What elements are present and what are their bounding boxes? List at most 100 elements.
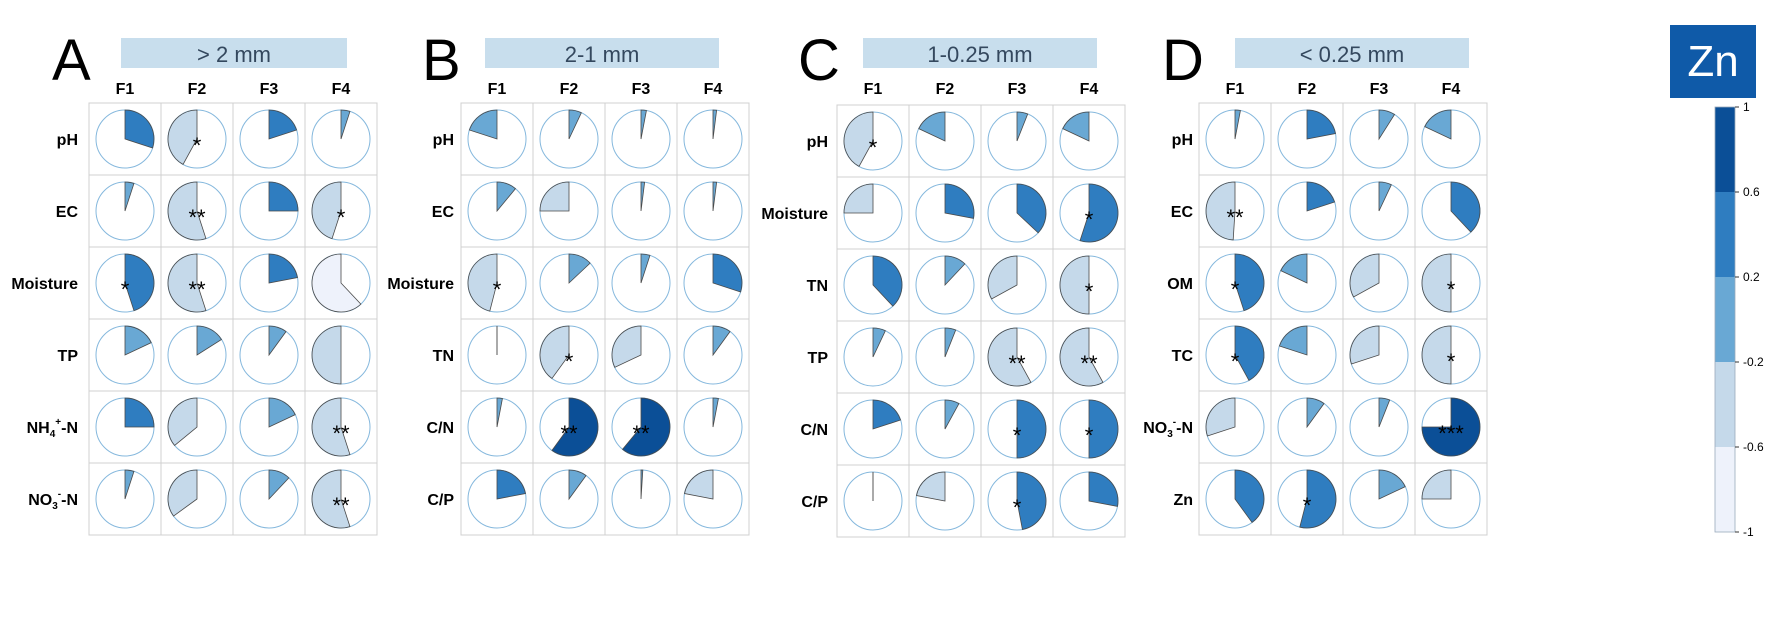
pie-wedge bbox=[712, 397, 719, 428]
panel-letter: B bbox=[422, 28, 461, 93]
pie-wedge bbox=[1234, 253, 1265, 312]
pie-wedge bbox=[311, 325, 342, 385]
significance-mark: * bbox=[1085, 423, 1094, 448]
row-label: pH bbox=[1172, 132, 1193, 149]
significance-mark: *** bbox=[1438, 421, 1464, 446]
pie-wedge bbox=[539, 181, 570, 212]
pie-wedge bbox=[167, 397, 198, 447]
pie-wedge bbox=[539, 325, 570, 380]
pie-wedge bbox=[268, 397, 296, 428]
row-label: NH4+-N bbox=[27, 417, 78, 440]
row-label: pH bbox=[57, 132, 78, 149]
pie-wedge bbox=[1234, 325, 1265, 381]
pie-wedge bbox=[872, 327, 886, 358]
pie-wedge bbox=[124, 253, 155, 312]
pie-wedge bbox=[268, 325, 287, 357]
panel-a: A > 2 mm F1 F2 F3 F4 pH EC Moisture TP NH4+-N NO3--… bbox=[11, 28, 378, 536]
row-label: NO3--N bbox=[1143, 417, 1193, 440]
pie-wedge bbox=[1205, 181, 1236, 241]
pie-wedge bbox=[1349, 253, 1380, 298]
pie-wedge bbox=[872, 399, 902, 430]
pie-wedge bbox=[1234, 469, 1265, 524]
pie-wedge bbox=[1278, 325, 1308, 356]
colorbar-segment bbox=[1715, 277, 1735, 362]
row-label: pH bbox=[433, 132, 454, 149]
pie-wedge bbox=[568, 469, 587, 501]
pie-wedge bbox=[1088, 399, 1119, 459]
pie-wedge bbox=[640, 181, 646, 212]
pie-wedge bbox=[1306, 181, 1336, 212]
column-label: F1 bbox=[116, 81, 135, 98]
pie-wedge bbox=[568, 109, 582, 140]
row-label: C/N bbox=[800, 422, 828, 439]
row-label: NO3--N bbox=[28, 489, 78, 512]
pie-wedge bbox=[1424, 109, 1452, 140]
panel-letter: D bbox=[1162, 28, 1204, 93]
significance-mark: ** bbox=[188, 205, 206, 230]
badge-label: Zn bbox=[1687, 37, 1738, 86]
row-label: Moisture bbox=[761, 206, 828, 223]
pie-wedge bbox=[712, 325, 731, 357]
panel-title-band bbox=[1235, 38, 1469, 68]
pie-wedge bbox=[944, 399, 960, 430]
row-label: Moisture bbox=[11, 276, 78, 293]
significance-mark: ** bbox=[1008, 351, 1026, 376]
pie-wedge bbox=[916, 471, 946, 502]
pie-wedge bbox=[568, 253, 591, 284]
pie-wedge bbox=[1062, 111, 1090, 142]
pie-wedge bbox=[1378, 181, 1392, 212]
column-label: F3 bbox=[632, 81, 651, 98]
colorbar-tick-label: 0.6 bbox=[1743, 185, 1760, 199]
significance-mark: ** bbox=[1226, 205, 1244, 230]
pie-wedge bbox=[496, 181, 517, 213]
column-label: F4 bbox=[1080, 81, 1099, 98]
pie-wedge bbox=[551, 397, 599, 457]
pie-wedge bbox=[196, 325, 223, 356]
significance-mark: * bbox=[193, 133, 202, 158]
colorbar-tick-label: -0.6 bbox=[1743, 440, 1764, 454]
pie-wedge bbox=[918, 111, 946, 142]
pie-wedge bbox=[340, 109, 351, 140]
pie-wedge bbox=[843, 111, 874, 167]
colorbar-tick-label: -0.2 bbox=[1743, 355, 1764, 369]
panel-title: 2-1 mm bbox=[565, 42, 640, 67]
column-label: F3 bbox=[260, 81, 279, 98]
pie-wedge bbox=[268, 253, 298, 284]
pie-wedge bbox=[1306, 397, 1325, 429]
row-label: TN bbox=[433, 348, 454, 365]
pie-wedge bbox=[987, 255, 1018, 300]
row-label: EC bbox=[56, 204, 79, 221]
colorbar-segment bbox=[1715, 192, 1735, 277]
pie-wedge bbox=[640, 469, 644, 500]
pie-wedge bbox=[1088, 471, 1119, 507]
row-label: C/N bbox=[426, 420, 454, 437]
pie-wedge bbox=[1421, 253, 1452, 313]
column-label: F3 bbox=[1008, 81, 1027, 98]
row-label: Zn bbox=[1173, 492, 1193, 509]
significance-mark: * bbox=[1447, 277, 1456, 302]
significance-mark: * bbox=[1013, 423, 1022, 448]
pie-wedge bbox=[167, 253, 207, 313]
row-label: EC bbox=[1171, 204, 1194, 221]
colorbar-tick-label: -1 bbox=[1743, 525, 1754, 539]
panels-layer: A > 2 mm F1 F2 F3 F4 pH EC Moisture TP NH4+-N NO3--… bbox=[11, 28, 1488, 538]
pie-wedge bbox=[1378, 397, 1391, 428]
panel-letter: A bbox=[52, 28, 91, 93]
column-label: F4 bbox=[332, 81, 351, 98]
significance-mark: * bbox=[1231, 349, 1240, 374]
row-label: EC bbox=[432, 204, 455, 221]
pie-wedge bbox=[712, 253, 743, 293]
pie-wedge bbox=[1280, 253, 1308, 284]
pie-wedge bbox=[611, 325, 642, 368]
panel-title-band bbox=[863, 38, 1097, 68]
pie-wedge bbox=[311, 469, 351, 529]
panel-title-band bbox=[485, 38, 719, 68]
significance-mark: * bbox=[1303, 493, 1312, 518]
pie-wedge bbox=[1059, 255, 1090, 315]
column-label: F2 bbox=[936, 81, 955, 98]
significance-mark: * bbox=[1447, 349, 1456, 374]
